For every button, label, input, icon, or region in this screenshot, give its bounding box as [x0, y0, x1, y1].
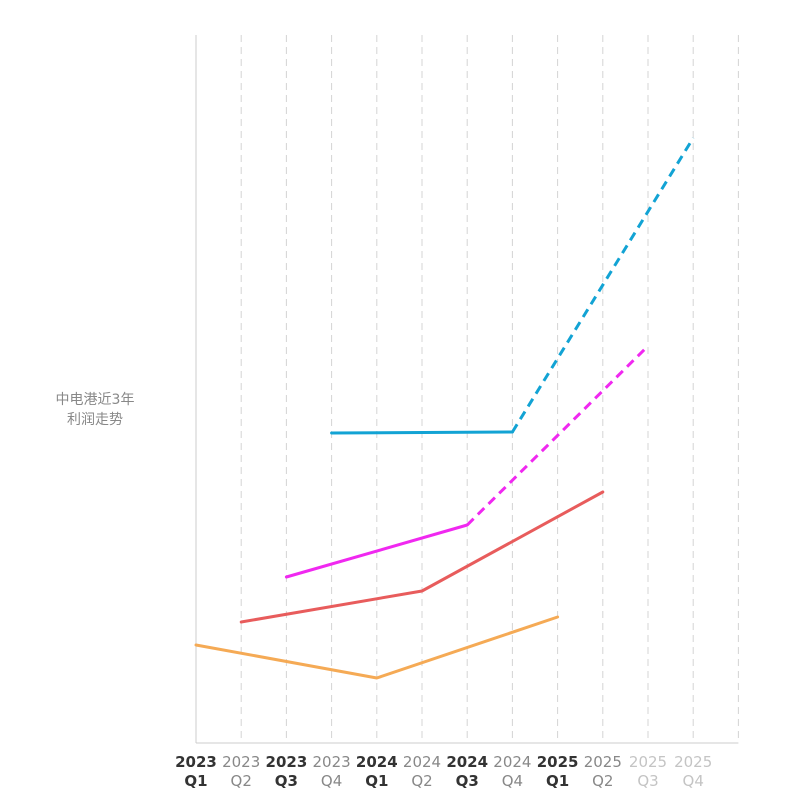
- x-tick-year: 2024: [446, 753, 488, 771]
- series-line-1: [330, 430, 514, 435]
- x-tick-year: 2023: [266, 753, 308, 771]
- x-tick-quarter: Q3: [275, 772, 298, 790]
- x-tick-year: 2023: [222, 753, 260, 771]
- x-tick-quarter: Q4: [683, 772, 704, 790]
- x-tick-quarter: Q1: [184, 772, 207, 790]
- x-tick-quarter: Q3: [456, 772, 479, 790]
- x-tick-quarter: Q2: [592, 772, 613, 790]
- side-title-line1: 中电港近3年: [55, 392, 135, 408]
- x-tick-quarter: Q1: [546, 772, 569, 790]
- x-tick-labels: 2023Q12023Q22023Q32023Q42024Q12024Q22024…: [175, 753, 712, 790]
- x-tick-quarter: Q1: [365, 772, 388, 790]
- x-tick-quarter: Q4: [321, 772, 342, 790]
- x-tick-quarter: Q2: [231, 772, 252, 790]
- x-tick-year: 2024: [356, 753, 398, 771]
- series-line-3: [239, 490, 605, 624]
- x-tick-year: 2025: [584, 753, 622, 771]
- x-tick-year: 2024: [403, 753, 441, 771]
- x-tick-quarter: Q2: [411, 772, 432, 790]
- series-projection-1: [511, 137, 695, 433]
- x-tick-year: 2025: [629, 753, 667, 771]
- x-tick-year: 2023: [175, 753, 217, 771]
- series-line-4: [194, 615, 560, 680]
- series-projection-2: [466, 344, 650, 527]
- x-tick-year: 2025: [674, 753, 712, 771]
- chart-side-title: 中电港近3年 利润走势: [40, 390, 150, 430]
- x-tick-quarter: Q3: [637, 772, 658, 790]
- x-tick-quarter: Q4: [502, 772, 523, 790]
- x-tick-year: 2024: [493, 753, 531, 771]
- grid: [195, 35, 739, 744]
- series-line-2: [284, 523, 469, 579]
- series-layer: [194, 137, 695, 680]
- x-tick-year: 2025: [537, 753, 579, 771]
- side-title-line2: 利润走势: [67, 412, 123, 428]
- x-tick-year: 2023: [313, 753, 351, 771]
